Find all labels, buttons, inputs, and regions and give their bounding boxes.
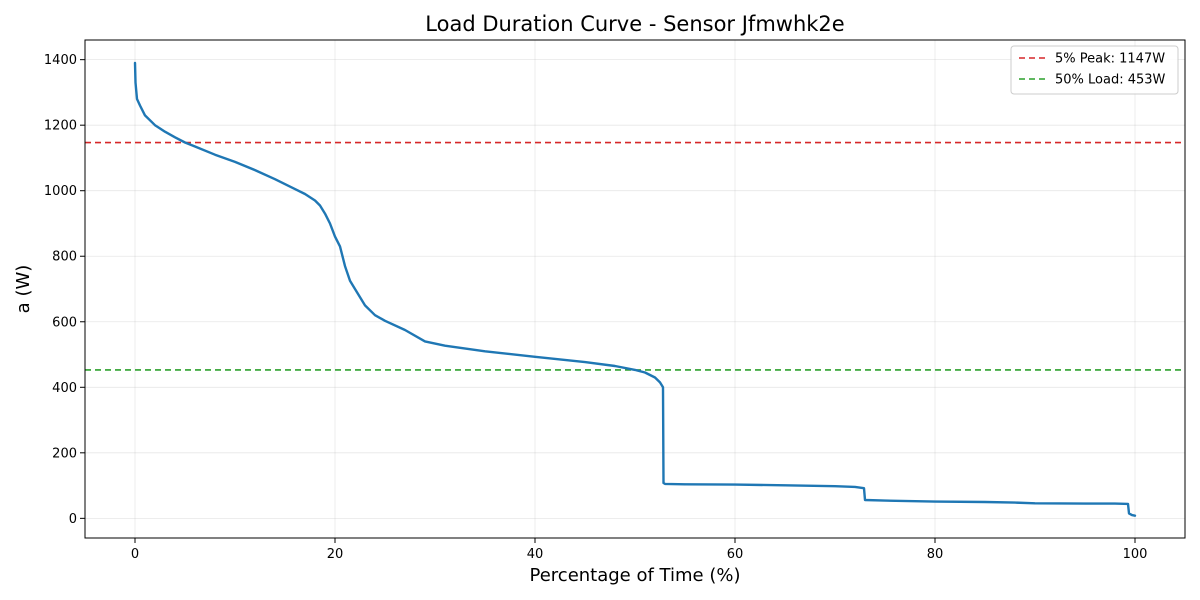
- y-tick-label: 1000: [44, 184, 77, 199]
- y-tick-label: 800: [52, 250, 77, 265]
- series-layer: [133, 61, 1137, 517]
- chart-title: Load Duration Curve - Sensor Jfmwhk2e: [425, 12, 844, 36]
- y-axis-label: a (W): [13, 265, 34, 314]
- legend-box: [1010, 45, 1179, 95]
- x-tick-label: 100: [1123, 547, 1148, 562]
- y-tick-label: 600: [52, 315, 77, 330]
- x-tick-label: 60: [727, 547, 744, 562]
- y-tick-label: 0: [69, 512, 77, 527]
- plot-frame: [84, 39, 1186, 539]
- x-tick-label: 80: [927, 547, 944, 562]
- load-duration-line: [133, 61, 1137, 517]
- legend: 5% Peak: 1147W 50% Load: 453W: [1010, 45, 1179, 95]
- y-tick-label: 400: [52, 381, 77, 396]
- legend-label: 5% Peak: 1147W: [1055, 52, 1165, 67]
- legend-label: 50% Load: 453W: [1055, 73, 1166, 88]
- x-tick-label: 20: [327, 547, 344, 562]
- x-tick-label: 0: [131, 547, 139, 562]
- x-axis-label: Percentage of Time (%): [530, 565, 741, 586]
- y-tick-label: 200: [52, 446, 77, 461]
- grid-lines: [85, 40, 1185, 538]
- y-tick-label: 1200: [44, 119, 77, 134]
- x-tick-label: 40: [527, 547, 544, 562]
- y-tick-label: 1400: [44, 53, 77, 68]
